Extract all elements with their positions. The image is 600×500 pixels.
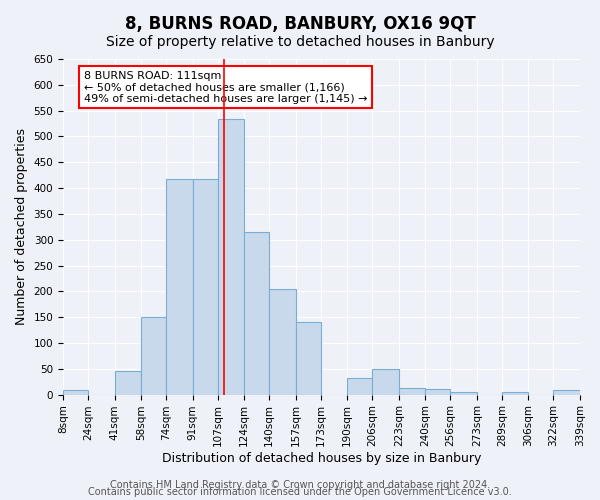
Text: Contains HM Land Registry data © Crown copyright and database right 2024.: Contains HM Land Registry data © Crown c…	[110, 480, 490, 490]
Bar	[166, 179, 193, 394]
Bar	[244, 232, 269, 394]
Bar	[372, 370, 399, 394]
Bar	[63, 390, 88, 394]
Text: Size of property relative to detached houses in Banbury: Size of property relative to detached ho…	[106, 35, 494, 49]
Bar	[218, 120, 244, 394]
Bar	[141, 317, 166, 394]
Text: Contains public sector information licensed under the Open Government Licence v3: Contains public sector information licen…	[88, 487, 512, 497]
Bar	[553, 390, 580, 394]
Bar	[425, 390, 451, 394]
Bar	[269, 289, 296, 395]
Bar	[399, 388, 425, 394]
X-axis label: Distribution of detached houses by size in Banbury: Distribution of detached houses by size …	[162, 452, 481, 465]
Text: 8, BURNS ROAD, BANBURY, OX16 9QT: 8, BURNS ROAD, BANBURY, OX16 9QT	[125, 15, 475, 33]
Text: 8 BURNS ROAD: 111sqm
← 50% of detached houses are smaller (1,166)
49% of semi-de: 8 BURNS ROAD: 111sqm ← 50% of detached h…	[84, 70, 367, 104]
Bar	[193, 179, 218, 394]
Bar	[451, 392, 477, 394]
Y-axis label: Number of detached properties: Number of detached properties	[15, 128, 28, 326]
Bar	[115, 372, 141, 394]
Bar	[502, 392, 529, 394]
Bar	[296, 322, 321, 394]
Bar	[347, 378, 372, 394]
